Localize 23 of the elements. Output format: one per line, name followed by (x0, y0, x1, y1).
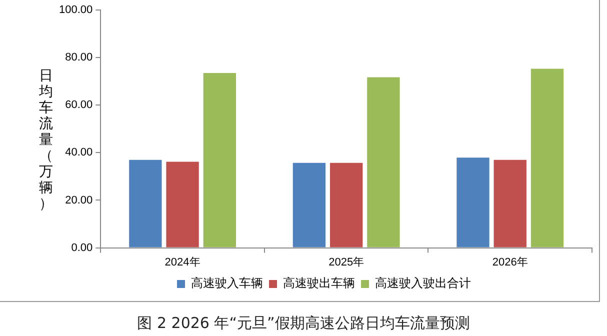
bar (166, 162, 199, 248)
x-tick-label: 2024年 (164, 256, 200, 268)
legend-label: 高速驶出车辆 (283, 276, 355, 290)
text: 日均车流量（万辆） (39, 68, 53, 212)
y-tick-label: 100.00 (58, 4, 93, 16)
legend-label: 高速驶入驶出合计 (375, 276, 471, 290)
x-tick-label: 2026年 (492, 256, 528, 268)
y-tick-label: 20.00 (65, 194, 93, 206)
bar (367, 77, 400, 248)
bar (292, 162, 326, 248)
y-tick-label: 80.00 (65, 52, 93, 64)
bar (330, 162, 363, 248)
bar (203, 73, 236, 248)
bar (530, 68, 564, 248)
y-tick-label: 60.00 (65, 99, 93, 112)
x-tick-label: 2025年 (328, 256, 364, 268)
y-tick-label: 40.00 (65, 146, 93, 159)
bar (494, 160, 526, 248)
bar (129, 160, 162, 248)
text: 图 2 2026 年“元旦”假期高速公路日均车流量预测 (136, 314, 471, 333)
y-tick-label: 0.00 (71, 242, 93, 254)
bar (456, 158, 490, 248)
legend-label: 高速驶入车辆 (191, 276, 263, 290)
